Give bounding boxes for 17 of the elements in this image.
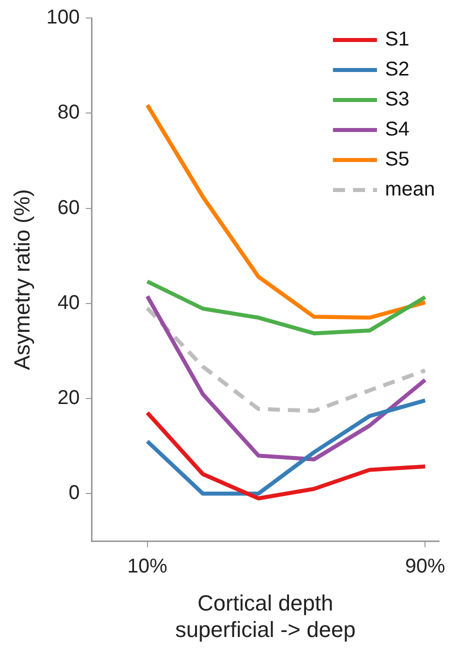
y-tick-label: 80 (58, 102, 80, 124)
y-tick-label: 60 (58, 196, 80, 219)
y-axis-title: Asymetry ratio (%) (9, 189, 34, 370)
legend-label: mean (384, 178, 435, 201)
x-tick-label: 90% (405, 556, 446, 578)
y-tick-label: 40 (58, 292, 80, 314)
legend-label: S1 (384, 28, 410, 51)
legend-label: S4 (384, 118, 410, 141)
y-tick-label: 0 (68, 482, 80, 504)
y-tick-label: 100 (46, 6, 80, 29)
legend-label: S2 (384, 58, 410, 81)
line-series (145, 306, 428, 413)
x-axis-title: Cortical depth superficial -> deep (175, 590, 356, 642)
y-tick-label: 20 (58, 387, 80, 410)
legend-label: S3 (384, 88, 410, 111)
x-tick-label: 10% (127, 556, 168, 578)
legend-label: S5 (384, 148, 410, 171)
